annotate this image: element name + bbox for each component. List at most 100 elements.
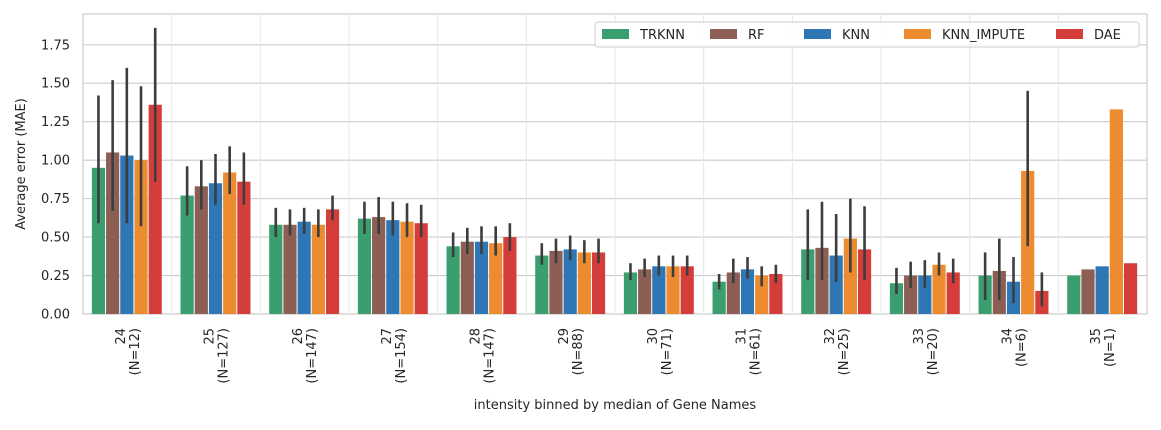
bar	[91, 167, 106, 314]
bar	[591, 252, 606, 314]
bar	[1123, 263, 1138, 314]
bar	[386, 220, 400, 314]
bar	[946, 272, 960, 314]
error-bars	[97, 27, 1044, 307]
x-tick-text: (N=6)	[1015, 328, 1030, 367]
x-tick-text: (N=147)	[483, 328, 498, 384]
x-tick-text: (N=147)	[305, 328, 320, 384]
bar	[577, 252, 591, 314]
x-tick-text: (N=88)	[571, 328, 586, 375]
bar	[297, 221, 311, 314]
bar	[237, 181, 251, 314]
x-tick-text: 30	[646, 328, 661, 345]
bar	[474, 241, 489, 314]
bar	[623, 272, 638, 314]
y-tick-label: 1.50	[41, 77, 70, 92]
x-tick-labels: 24(N=12) 25 (N=127) 26 (N=147) 27 (N=154) 28 (N=…	[114, 328, 1118, 384]
legend-label: TRKNN	[639, 28, 685, 43]
x-tick-text: 29	[557, 328, 572, 345]
legend-swatch	[804, 29, 831, 39]
x-tick-text: 34	[1001, 328, 1016, 345]
x-tick-label: 26 (N=147)	[291, 328, 320, 384]
x-tick-text: (N=12)	[128, 328, 143, 375]
legend-swatch	[1056, 29, 1083, 39]
bar	[680, 266, 694, 314]
bar	[755, 275, 769, 314]
bar	[563, 249, 577, 314]
legend: TRKNN RF KNN KNN_IMPUTE DAE	[594, 21, 1140, 48]
legend-label: DAE	[1094, 28, 1121, 43]
legend-label: RF	[748, 28, 765, 43]
bar	[535, 255, 549, 314]
x-tick-label: 25 (N=127)	[203, 328, 232, 384]
bar	[489, 243, 503, 314]
bar	[208, 183, 223, 314]
bar	[712, 281, 726, 314]
bar	[829, 255, 843, 314]
bar	[740, 269, 755, 314]
y-tick-label: 1.00	[41, 154, 70, 169]
bar	[549, 250, 563, 314]
x-tick-label: 30 (N=71)	[646, 328, 675, 375]
bar	[652, 266, 666, 314]
bar	[1095, 266, 1109, 314]
bar	[311, 224, 325, 314]
legend-label: KNN_IMPUTE	[942, 28, 1025, 43]
bar	[283, 224, 297, 314]
bar	[904, 275, 918, 314]
x-tick-text: (N=1)	[1103, 328, 1118, 367]
bar	[503, 237, 517, 314]
bar	[269, 224, 283, 314]
bar	[1081, 269, 1095, 314]
bar	[357, 218, 372, 314]
bar	[889, 283, 904, 314]
bar	[1109, 109, 1123, 314]
bar	[726, 272, 740, 314]
y-tick-label: 0.75	[41, 192, 70, 207]
x-tick-label: 32 (N=25)	[823, 328, 852, 375]
x-tick-text: 24	[114, 328, 129, 345]
legend-swatch	[602, 29, 629, 39]
bar	[932, 264, 946, 314]
bar	[400, 221, 414, 314]
x-tick-label: 34 (N=6)	[1001, 328, 1030, 367]
y-axis-title: Average error (MAE)	[14, 98, 29, 230]
x-tick-label: 33 (N=20)	[912, 328, 941, 375]
x-tick-label: 27 (N=154)	[380, 328, 409, 384]
bar	[857, 249, 872, 314]
x-tick-text: 27	[380, 328, 395, 345]
x-tick-label: 31 (N=61)	[735, 328, 764, 375]
x-tick-text: 26	[291, 328, 306, 345]
bar	[801, 249, 815, 314]
legend-swatch	[710, 29, 737, 39]
x-tick-text: 32	[823, 328, 838, 345]
x-tick-text: (N=71)	[660, 328, 675, 375]
y-tick-label: 0.00	[41, 308, 70, 323]
x-tick-label: 24(N=12)	[114, 328, 143, 375]
bar	[223, 172, 237, 314]
bar	[1067, 275, 1081, 314]
bar	[815, 247, 829, 314]
bar	[918, 275, 932, 314]
bar	[134, 160, 148, 314]
y-tick-label: 0.50	[41, 231, 70, 246]
bar	[180, 195, 194, 314]
x-tick-text: 25	[203, 328, 218, 345]
bar	[106, 152, 120, 314]
legend-label: KNN	[842, 28, 870, 43]
bar	[460, 241, 474, 314]
bar	[446, 246, 460, 314]
x-axis-title: intensity binned by median of Gene Names	[474, 398, 757, 413]
bar	[194, 186, 208, 314]
bar	[638, 269, 652, 314]
legend-frame	[594, 21, 1140, 48]
x-tick-text: 35	[1089, 328, 1104, 345]
bar	[769, 274, 783, 314]
x-tick-text: (N=127)	[217, 328, 232, 384]
bar	[666, 266, 680, 314]
x-tick-label: 28 (N=147)	[469, 328, 498, 384]
bar	[414, 223, 428, 314]
x-tick-text: 28	[469, 328, 484, 345]
